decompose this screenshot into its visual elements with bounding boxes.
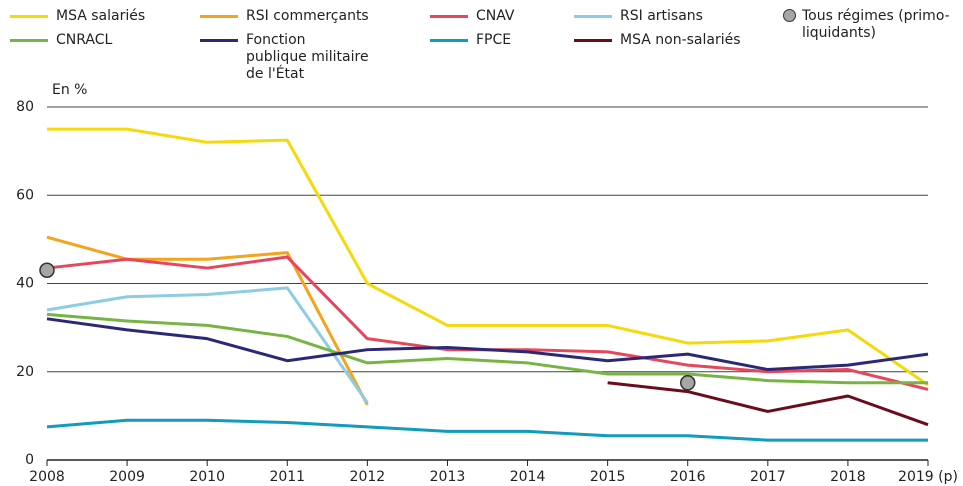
series-line [46, 235, 369, 406]
legend-item: CNRACL [10, 32, 190, 49]
legend-swatch [10, 39, 48, 42]
x-tick-label: 2014 [510, 469, 546, 485]
legend-label: RSI commerçants [246, 8, 369, 24]
legend-swatch [200, 39, 238, 42]
legend-item: CNAV [430, 8, 560, 25]
legend-swatch [574, 39, 612, 42]
legend-label: Fonction publique militaire de l'État [246, 32, 369, 82]
x-tick-label: 2009 [109, 469, 145, 485]
legend-label: RSI artisans [620, 8, 703, 24]
legend-item: MSA non-salariés [574, 32, 754, 49]
legend-item: FPCE [430, 32, 560, 49]
x-tick-label: 2017 [750, 469, 786, 485]
legend-label: MSA salariés [56, 8, 146, 24]
x-tick-label: 2010 [189, 469, 225, 485]
x-tick-label: 2018 [830, 469, 866, 485]
x-tick-label: 2019 (p) [898, 469, 958, 485]
legend-marker [783, 9, 796, 22]
legend-label: CNAV [476, 8, 515, 24]
legend-swatch [430, 15, 468, 18]
legend-swatch [574, 15, 612, 18]
series-line [607, 381, 929, 427]
x-tick-label: 2011 [269, 469, 305, 485]
series-line [46, 418, 928, 442]
legend-label: CNRACL [56, 32, 113, 48]
y-axis-label: En % [52, 82, 87, 98]
legend-label: Tous régimes (primo-liquidants) [802, 8, 950, 41]
legend-swatch [10, 15, 48, 18]
y-tick-label: 60 [16, 187, 34, 203]
legend-swatch [200, 15, 238, 18]
x-tick-label: 2008 [29, 469, 65, 485]
legend-label: MSA non-salariés [620, 32, 741, 48]
y-tick-label: 20 [16, 364, 34, 380]
series-line [46, 317, 929, 372]
legend-item: Tous régimes (primo-liquidants) [783, 8, 963, 42]
x-tick-label: 2016 [670, 469, 706, 485]
x-tick-label: 2013 [430, 469, 466, 485]
x-tick-label: 2015 [590, 469, 626, 485]
legend-item: RSI artisans [574, 8, 754, 25]
point [39, 262, 55, 279]
y-tick-label: 80 [16, 99, 34, 115]
legend-item: Fonction publique militaire de l'État [200, 32, 370, 83]
legend-label: FPCE [476, 32, 512, 48]
series-line [46, 312, 928, 385]
legend-item: RSI commerçants [200, 8, 370, 25]
series-line [46, 286, 369, 404]
y-tick-label: 0 [25, 452, 34, 468]
x-tick-label: 2012 [350, 469, 386, 485]
point [679, 375, 696, 391]
legend-swatch [430, 39, 468, 42]
y-tick-label: 40 [16, 276, 34, 292]
series-line [47, 127, 929, 387]
legend-item: MSA salariés [10, 8, 190, 25]
